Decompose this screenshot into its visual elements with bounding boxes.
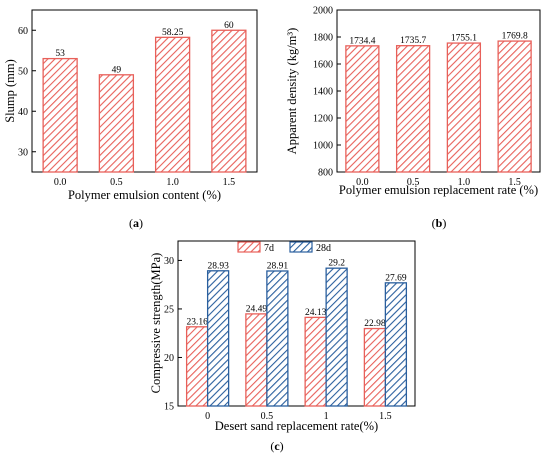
x-tick-label: 1.5: [379, 411, 392, 422]
slump-chart: 30 40 50 60 0.0 53 0.5 49 1.0 58.25 1.5 60 Polymer e…: [3, 9, 258, 202]
legend-label-7d: 7d: [264, 243, 274, 254]
y-tick-label: 20: [164, 353, 174, 364]
y-tick-label: 40: [18, 107, 28, 118]
y-tick-label: 30: [18, 147, 28, 158]
plot-frame: [177, 240, 416, 407]
bar: [211, 29, 247, 173]
data-label: 1735.7: [400, 36, 426, 46]
y-axis-label: Compressive strength(MPa): [149, 253, 163, 394]
x-axis-label: Polymer emulsion replacement rate (%): [339, 183, 538, 197]
y-tick-label: 25: [164, 304, 174, 315]
data-label: 24.49: [246, 304, 268, 314]
y-tick-label: 1200: [313, 114, 333, 125]
data-label: 1769.8: [502, 32, 528, 42]
x-tick-label: 0.5: [261, 411, 274, 422]
y-tick-label: 1600: [313, 60, 333, 71]
bar-28d: [384, 282, 408, 407]
x-tick-label: 0.0: [356, 177, 369, 188]
legend-swatch-7d: [237, 241, 261, 253]
bar: [497, 40, 532, 173]
y-axis-label: Slump (mm): [3, 59, 17, 123]
data-label: 1755.1: [451, 34, 477, 44]
bar: [345, 45, 380, 173]
x-tick-label: 0.5: [407, 177, 420, 188]
bar: [395, 45, 431, 173]
y-tick-label: 2000: [313, 6, 333, 17]
data-label: 28.91: [267, 261, 289, 271]
y-tick-label: 1800: [313, 33, 333, 44]
apparent-density-chart: 800 1000 1200 1400 1600 1800 2000 0.0 1734.4 0.5 1…: [285, 6, 541, 197]
y-tick-label: 800: [318, 168, 333, 179]
bar-7d: [185, 326, 209, 407]
bar: [446, 42, 482, 173]
x-tick-label: 1.5: [223, 177, 236, 188]
bar: [154, 36, 191, 173]
bar-7d: [363, 327, 387, 407]
y-tick-label: 1400: [313, 87, 333, 98]
x-tick-label: 0: [205, 411, 210, 422]
y-tick-label: 1000: [313, 141, 333, 152]
data-label: 29.2: [328, 259, 345, 269]
data-label: 27.69: [385, 273, 407, 283]
x-axis-label: Desert sand replacement rate(%): [215, 419, 378, 433]
x-tick-label: 0.5: [110, 177, 123, 188]
legend-label-28d: 28d: [316, 243, 331, 254]
panel-a-letter: a: [133, 216, 139, 230]
bar-28d: [266, 270, 289, 407]
x-tick-label: 1.0: [166, 177, 179, 188]
panel-label-c: (c): [270, 439, 283, 453]
bar: [42, 57, 78, 173]
x-tick-label: 0.0: [54, 177, 67, 188]
data-label: 53: [55, 49, 65, 59]
y-axis-label: Apparent density (kg/m³): [285, 28, 299, 155]
y-tick-label: 15: [164, 402, 174, 413]
y-tick-label: 60: [18, 26, 28, 37]
bar-28d: [206, 270, 230, 407]
data-label: 58.25: [162, 28, 184, 38]
panel-label-b: (b): [432, 216, 447, 230]
x-tick-label: 1.0: [458, 177, 471, 188]
legend-swatch-28d: [289, 241, 313, 253]
data-label: 28.93: [207, 261, 229, 271]
panel-c-letter: c: [274, 439, 280, 453]
bar-28d: [325, 267, 348, 407]
bar-7d: [304, 316, 327, 407]
data-label: 49: [112, 65, 122, 75]
bar-7d: [245, 313, 268, 407]
data-label: 23.16: [186, 317, 208, 327]
data-label: 60: [224, 21, 234, 31]
x-axis-label: Polymer emulsion content (%): [68, 188, 221, 202]
panel-b-letter: b: [436, 216, 443, 230]
x-tick-label: 1.5: [508, 177, 521, 188]
bar: [98, 74, 135, 173]
data-label: 1734.4: [349, 36, 375, 46]
data-label: 24.13: [305, 308, 327, 318]
y-tick-label: 30: [164, 256, 174, 267]
y-tick-label: 50: [18, 66, 28, 77]
compressive-strength-chart: 15 20 25 30 0 23.16 28.93 0.5 24.49 28.91 1 24.13 29…: [149, 240, 416, 433]
data-label: 22.98: [364, 319, 386, 329]
plot-frame: [31, 9, 258, 173]
x-tick-label: 1: [324, 411, 329, 422]
panel-label-a: (a): [129, 216, 143, 230]
